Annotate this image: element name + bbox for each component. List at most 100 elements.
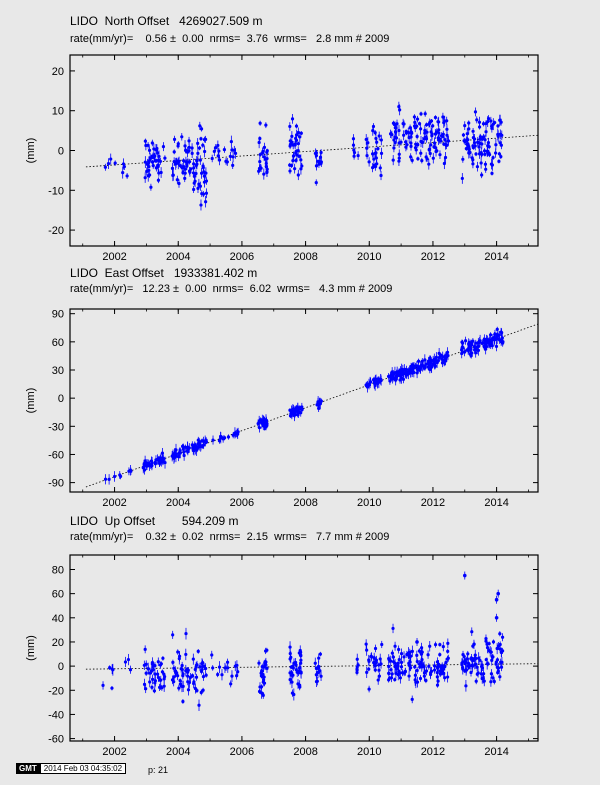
data-point [314, 680, 319, 684]
data-points [103, 326, 505, 485]
data-point [374, 151, 378, 155]
x-tick-label: 2004 [166, 251, 190, 263]
data-point [479, 151, 483, 155]
data-point [442, 671, 446, 675]
data-point [173, 669, 177, 674]
data-point [484, 122, 488, 126]
data-point [478, 339, 482, 343]
data-point [461, 133, 466, 137]
data-point [474, 152, 478, 156]
data-point [225, 160, 229, 164]
y-tick-label: -20 [48, 685, 64, 697]
data-point [369, 654, 373, 658]
data-point [489, 672, 494, 676]
data-point [291, 666, 295, 670]
data-point [493, 332, 497, 336]
data-point [391, 626, 395, 631]
data-point [402, 655, 406, 659]
data-point [494, 151, 498, 155]
y-axis-label: (mm) [25, 138, 37, 164]
data-point [371, 124, 376, 129]
data-point [196, 649, 200, 653]
data-point [290, 134, 294, 138]
data-point [499, 665, 504, 669]
data-point [155, 457, 160, 462]
data-point [462, 573, 467, 578]
x-tick-label: 2014 [484, 746, 508, 758]
x-tick-label: 2006 [230, 497, 254, 509]
data-point [265, 170, 269, 175]
data-point [446, 656, 450, 660]
data-point [443, 155, 448, 160]
data-point [465, 132, 469, 136]
data-point [183, 176, 187, 180]
data-point [257, 419, 261, 424]
data-point [438, 672, 442, 676]
data-point [288, 677, 292, 682]
y-tick-label: -30 [48, 421, 64, 433]
data-point [143, 160, 147, 164]
data-point [400, 671, 405, 675]
data-point [469, 657, 473, 661]
data-point [290, 680, 294, 684]
data-point [479, 672, 483, 676]
data-point [409, 141, 413, 145]
page-number: p: 21 [148, 765, 169, 775]
data-point [158, 459, 162, 463]
data-point [294, 663, 298, 667]
data-point [373, 668, 377, 672]
data-point [477, 145, 481, 149]
data-point [156, 675, 161, 680]
data-point [446, 641, 450, 645]
data-point [367, 667, 371, 671]
data-point [293, 142, 297, 146]
data-point [424, 155, 428, 159]
data-point [429, 143, 433, 147]
data-point [103, 477, 108, 481]
data-point [364, 642, 368, 646]
data-point [150, 669, 154, 673]
data-point [407, 661, 411, 666]
data-point [314, 673, 318, 677]
data-point [420, 665, 424, 669]
data-point [367, 659, 371, 663]
data-point [230, 148, 234, 152]
data-point [296, 148, 300, 153]
y-tick-label: 0 [58, 661, 64, 673]
data-point [294, 124, 299, 128]
data-point [197, 146, 202, 150]
data-point [198, 158, 202, 162]
data-point [190, 151, 194, 155]
data-point [153, 462, 157, 466]
data-point [265, 648, 269, 652]
data-point [204, 191, 209, 195]
data-point [473, 653, 477, 657]
data-point [262, 665, 266, 669]
data-point [441, 115, 445, 119]
data-point [126, 657, 130, 662]
data-point [258, 136, 262, 141]
data-point [461, 345, 465, 350]
data-point [211, 438, 215, 442]
data-point [481, 135, 486, 139]
data-point [367, 160, 371, 164]
data-point [190, 443, 194, 447]
data-point [110, 686, 114, 690]
data-point [484, 337, 489, 341]
data-point [500, 660, 504, 664]
data-point [476, 348, 481, 352]
data-point [489, 119, 493, 123]
data-point [183, 144, 187, 148]
data-point [192, 680, 196, 684]
data-point [171, 173, 175, 177]
data-point [260, 691, 264, 695]
data-point [489, 650, 493, 654]
data-point [367, 687, 371, 691]
data-point [480, 341, 485, 345]
data-point [433, 132, 437, 136]
x-tick-label: 2002 [102, 497, 126, 509]
data-point [180, 135, 184, 139]
data-point [419, 112, 423, 116]
data-point [292, 411, 296, 415]
data-point [495, 337, 499, 341]
